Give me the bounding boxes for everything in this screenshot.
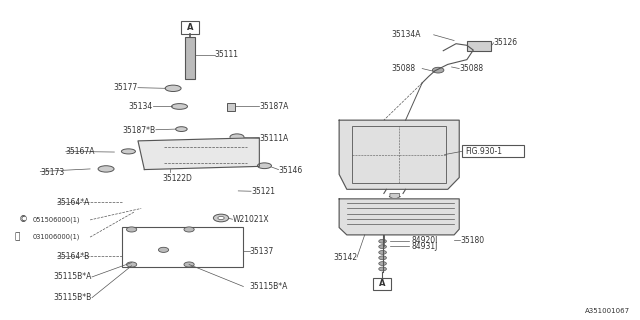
Ellipse shape [257, 163, 271, 169]
Circle shape [184, 227, 194, 232]
Text: 35146: 35146 [278, 166, 303, 175]
Text: 35111: 35111 [214, 50, 239, 59]
Text: 35177: 35177 [114, 83, 138, 92]
FancyArrow shape [389, 194, 401, 199]
Text: FIG.930-1: FIG.930-1 [465, 147, 502, 156]
Circle shape [379, 267, 387, 271]
Circle shape [379, 245, 387, 249]
Ellipse shape [172, 104, 188, 109]
Text: Ⓦ: Ⓦ [15, 233, 20, 242]
Circle shape [433, 67, 444, 73]
Bar [227, 103, 235, 111]
Text: 35173: 35173 [40, 168, 65, 177]
Circle shape [379, 251, 387, 254]
Text: 35164*A: 35164*A [57, 197, 90, 206]
Text: A: A [379, 279, 385, 288]
Text: 35121: 35121 [251, 187, 275, 196]
Text: 35115B*B: 35115B*B [54, 293, 92, 302]
Circle shape [127, 262, 137, 267]
Text: 35180: 35180 [461, 236, 484, 245]
Polygon shape [339, 120, 460, 189]
Text: 35122D: 35122D [163, 174, 192, 183]
Text: 051506000(1): 051506000(1) [33, 217, 80, 223]
Text: 35088: 35088 [460, 64, 483, 73]
Text: 35115B*A: 35115B*A [54, 272, 92, 281]
Bar [373, 278, 391, 290]
Ellipse shape [175, 127, 187, 132]
Bar [184, 37, 195, 79]
Text: 35115B*A: 35115B*A [250, 282, 288, 291]
Ellipse shape [230, 134, 244, 140]
Circle shape [379, 256, 387, 260]
Polygon shape [138, 138, 259, 170]
Text: 35142: 35142 [333, 253, 357, 262]
Text: 35088: 35088 [392, 64, 415, 73]
Bar [122, 227, 243, 268]
Ellipse shape [98, 166, 114, 172]
Circle shape [213, 214, 228, 222]
Text: 35126: 35126 [493, 38, 518, 47]
Bar [462, 145, 524, 157]
Text: 031006000(1): 031006000(1) [33, 234, 80, 240]
Circle shape [184, 262, 194, 267]
Polygon shape [339, 199, 460, 235]
Circle shape [218, 216, 224, 220]
Text: A: A [186, 23, 193, 32]
Text: 84920I: 84920I [412, 236, 438, 245]
Bar [180, 21, 198, 34]
Text: 35134A: 35134A [392, 30, 421, 39]
Text: 35137: 35137 [250, 247, 274, 256]
Ellipse shape [165, 85, 181, 92]
Text: 84931J: 84931J [412, 242, 438, 251]
Circle shape [127, 227, 137, 232]
Text: 35167A: 35167A [66, 147, 95, 156]
Text: 35134: 35134 [129, 102, 153, 111]
Text: W21021X: W21021X [232, 215, 269, 224]
Bar [467, 41, 491, 51]
Circle shape [379, 262, 387, 266]
Text: 35164*B: 35164*B [57, 252, 90, 261]
Circle shape [379, 239, 387, 243]
Text: 35187*B: 35187*B [123, 125, 156, 134]
Circle shape [159, 247, 169, 252]
Text: 35187A: 35187A [259, 102, 289, 111]
Text: A351001067: A351001067 [584, 308, 630, 314]
Text: 35111A: 35111A [259, 134, 289, 143]
Ellipse shape [122, 149, 136, 154]
Bar [352, 126, 447, 183]
Text: ©: © [19, 215, 28, 224]
